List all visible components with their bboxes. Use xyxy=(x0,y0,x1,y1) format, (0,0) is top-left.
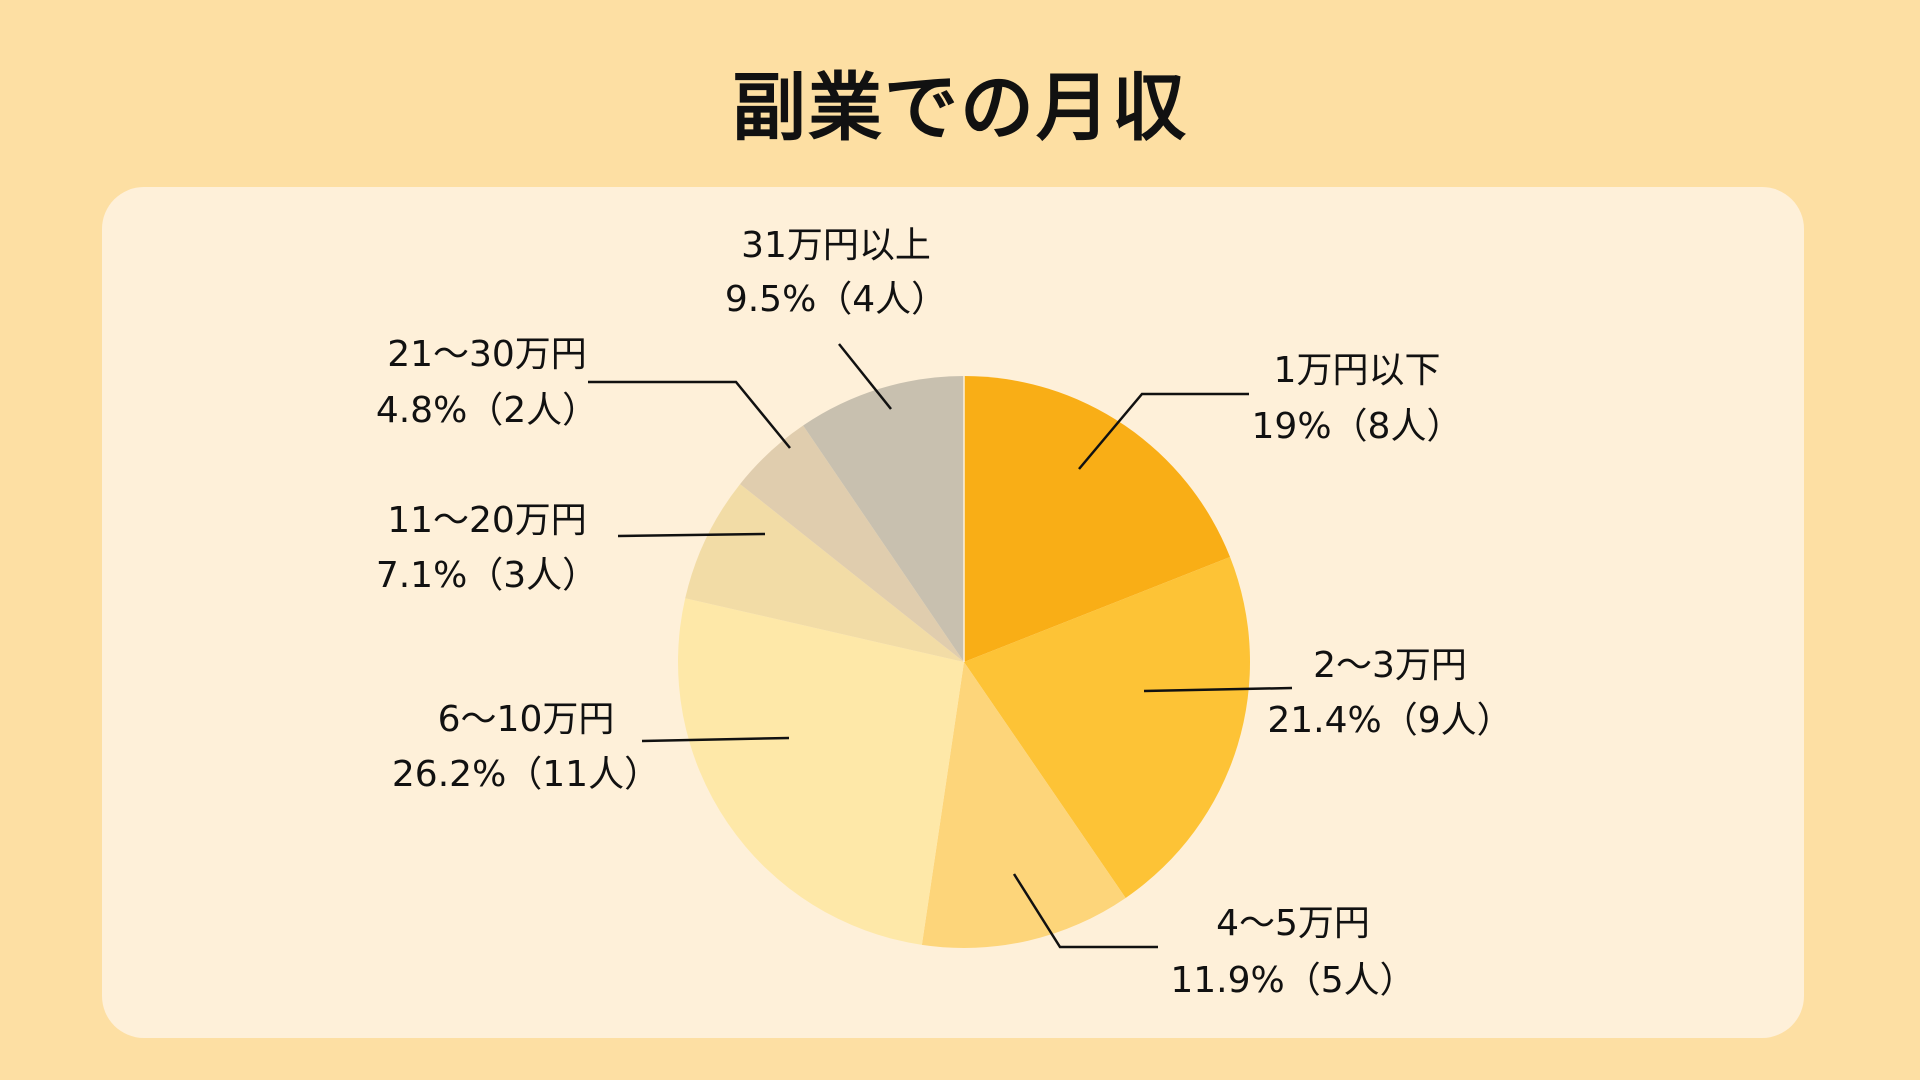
slice-value-label: 7.1%（3人） xyxy=(376,555,598,596)
slice-label: 21〜30万円 xyxy=(387,334,587,375)
slice-label: 6〜10万円 xyxy=(438,699,615,740)
slice-value-label: 11.9%（5人） xyxy=(1170,960,1415,1001)
slice-label: 11〜20万円 xyxy=(387,500,587,541)
leader-line-3 xyxy=(1012,873,1158,949)
leader-line-4 xyxy=(641,736,790,743)
leader-line-2 xyxy=(1143,686,1293,693)
pie-slice-2 xyxy=(964,557,1250,898)
leader-lines xyxy=(588,343,1293,949)
slice-value-label: 26.2%（11人） xyxy=(392,754,660,795)
leader-line-6 xyxy=(588,380,791,449)
pie-slice-6 xyxy=(740,425,964,662)
pie-slice-4 xyxy=(678,598,964,945)
pie-slice-7 xyxy=(803,376,964,662)
pie-slice-5 xyxy=(685,484,964,662)
leader-line-5 xyxy=(617,532,766,538)
slice-label: 31万円以上 xyxy=(741,225,931,266)
pie-slice-1 xyxy=(964,376,1231,662)
slice-value-label: 19%（8人） xyxy=(1252,406,1463,447)
pie-slices xyxy=(678,376,1250,948)
chart-title: 副業での月収 xyxy=(732,65,1188,151)
slice-value-label: 9.5%（4人） xyxy=(725,279,947,320)
pie-slice-3 xyxy=(921,662,1126,948)
slice-value-label: 21.4%（9人） xyxy=(1267,700,1512,741)
leader-line-7 xyxy=(838,343,892,410)
slice-value-label: 4.8%（2人） xyxy=(376,390,598,431)
leader-line-1 xyxy=(1078,392,1249,470)
slice-label: 4〜5万円 xyxy=(1216,903,1370,944)
slice-label: 1万円以下 xyxy=(1274,350,1441,391)
slice-label: 2〜3万円 xyxy=(1313,645,1467,686)
slice-labels: 1万円以下 19%（8人） 2〜3万円 21.4%（9人） 4〜5万円 11.9… xyxy=(376,225,1513,1001)
